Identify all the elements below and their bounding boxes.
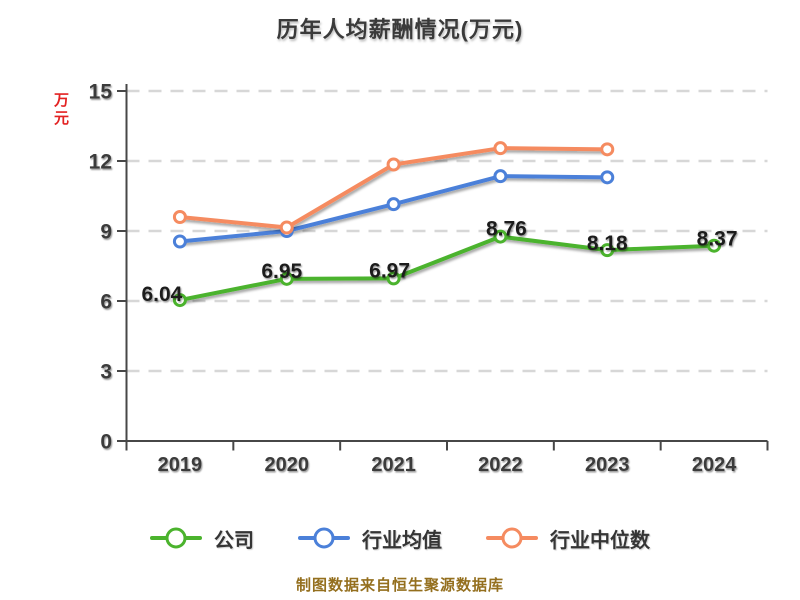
data-point-行业中位数: [386, 157, 401, 172]
data-point-行业均值: [386, 197, 401, 212]
legend-dot: [313, 527, 335, 549]
data-point-公司: [707, 238, 722, 253]
data-point-公司: [600, 243, 615, 258]
data-point-公司: [493, 229, 508, 244]
x-tick-label: 2022: [478, 454, 523, 476]
legend-marker-icon: [150, 527, 202, 549]
chart-footer: 制图数据来自恒生聚源数据库: [295, 577, 504, 594]
y-tick-label: 0: [100, 431, 112, 454]
legend-label: 公司: [214, 529, 254, 552]
y-tick-label: 15: [89, 81, 113, 104]
data-label: 6.95: [261, 260, 302, 283]
data-label: 6.04: [141, 283, 182, 306]
x-tick-label: 2024: [692, 454, 737, 476]
legend-marker-icon: [486, 527, 538, 549]
x-tick-label: 2020: [265, 454, 310, 476]
legend-item-行业中位数[interactable]: 行业中位数: [486, 524, 650, 553]
y-tick-label: 9: [100, 221, 112, 244]
data-point-行业均值: [600, 170, 615, 185]
y-tick-label: 3: [100, 361, 112, 384]
series-layer: [172, 141, 722, 308]
data-label: 8.76: [486, 218, 527, 241]
grid-layer: [126, 89, 768, 373]
legend-marker-icon: [298, 527, 350, 549]
legend: 公司 行业均值 行业中位数: [0, 519, 800, 557]
legend-item-行业均值[interactable]: 行业均值: [298, 524, 442, 553]
y-axis-unit-label: 万元: [52, 92, 69, 128]
data-point-行业中位数: [279, 220, 294, 235]
series-line-公司: [177, 234, 717, 303]
data-point-行业均值: [493, 169, 508, 184]
chart-title: 历年人均薪酬情况(万元): [276, 17, 524, 42]
legend-item-公司[interactable]: 公司: [150, 524, 254, 553]
data-label-layer: 6.04 6.95 6.97 8.76 8.18 8.37: [141, 218, 737, 306]
y-tick-label: 12: [89, 151, 112, 174]
data-label: 8.18: [587, 232, 628, 255]
data-point-行业中位数: [172, 210, 187, 224]
x-tick-label: 2019: [158, 454, 203, 476]
data-point-行业均值: [172, 234, 187, 249]
legend-dot: [501, 527, 523, 549]
data-point-公司: [172, 293, 187, 308]
data-label: 8.37: [697, 228, 738, 251]
data-point-公司: [386, 271, 401, 286]
x-tick-label: 2023: [585, 454, 630, 476]
x-tick-label: 2021: [371, 454, 416, 476]
axis-layer: 0 3 6 9 12 15 2019 2020 2021 2022 2023 2024: [89, 81, 769, 476]
chart-canvas: 0 3 6 9 12 15 2019 2020 2021 2022 2023 2024 6.04 6.9…: [89, 81, 769, 476]
data-point-行业中位数: [493, 141, 508, 156]
legend-label: 行业中位数: [550, 529, 650, 552]
y-tick-label: 6: [100, 291, 112, 314]
data-point-公司: [279, 271, 294, 286]
data-point-行业中位数: [600, 142, 615, 157]
data-label: 6.97: [369, 259, 410, 282]
legend-label: 行业均值: [362, 529, 442, 552]
legend-dot: [165, 527, 187, 549]
